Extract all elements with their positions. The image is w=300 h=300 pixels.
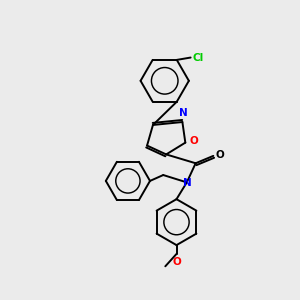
Text: O: O: [172, 257, 181, 268]
Text: N: N: [179, 109, 188, 118]
Text: Cl: Cl: [193, 52, 204, 62]
Text: N: N: [183, 178, 192, 188]
Text: O: O: [216, 150, 224, 160]
Text: O: O: [190, 136, 198, 146]
